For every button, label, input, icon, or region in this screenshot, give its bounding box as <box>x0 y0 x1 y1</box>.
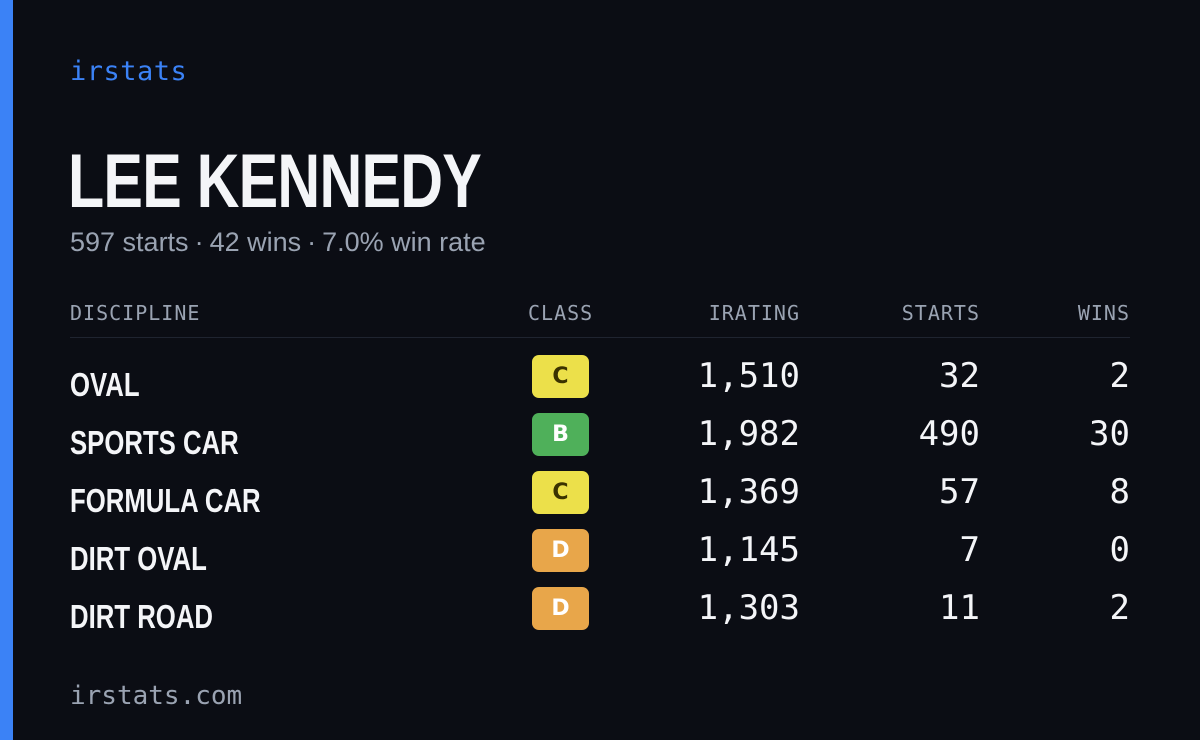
discipline-name: DIRT ROAD <box>70 598 213 635</box>
irating-value: 1,510 <box>697 356 800 396</box>
header-starts: STARTS <box>901 301 980 325</box>
summary-win-rate: 7.0% win rate <box>322 227 486 257</box>
discipline-name: FORMULA CAR <box>70 482 261 519</box>
wins-value: 0 <box>1109 530 1130 570</box>
summary-separator: · <box>194 227 204 257</box>
header-irating: IRATING <box>708 301 800 325</box>
wins-value: 8 <box>1109 472 1130 512</box>
class-badge: C <box>532 355 589 398</box>
brand-logo: irstats <box>70 56 188 87</box>
starts-value: 11 <box>939 588 980 628</box>
class-badge: C <box>532 471 589 514</box>
irating-value: 1,369 <box>697 472 800 512</box>
starts-value: 490 <box>918 414 980 454</box>
irating-value: 1,145 <box>697 530 800 570</box>
class-badge: D <box>532 529 589 572</box>
table-row: DIRT OVAL D 1,145 7 0 <box>70 528 1130 586</box>
footer-url[interactable]: irstats.com <box>70 681 243 711</box>
irating-value: 1,982 <box>697 414 800 454</box>
header-discipline: DISCIPLINE <box>70 301 201 325</box>
discipline-name: OVAL <box>70 366 140 403</box>
table-row: DIRT ROAD D 1,303 11 2 <box>70 586 1130 644</box>
discipline-table: DISCIPLINE CLASS IRATING STARTS WINS OVA… <box>70 295 1130 644</box>
table-row: OVAL C 1,510 32 2 <box>70 354 1130 412</box>
class-badge: B <box>532 413 589 456</box>
discipline-name: DIRT OVAL <box>70 540 207 577</box>
summary-separator: · <box>307 227 317 257</box>
summary-wins: 42 wins <box>209 227 302 257</box>
header-wins: WINS <box>1077 301 1130 325</box>
table-row: FORMULA CAR C 1,369 57 8 <box>70 470 1130 528</box>
summary-starts: 597 starts <box>70 227 189 257</box>
starts-value: 57 <box>939 472 980 512</box>
discipline-name: SPORTS CAR <box>70 424 239 461</box>
wins-value: 2 <box>1109 356 1130 396</box>
starts-value: 7 <box>959 530 980 570</box>
table-body: OVAL C 1,510 32 2 SPORTS CAR B 1,982 490… <box>70 354 1130 644</box>
irating-value: 1,303 <box>697 588 800 628</box>
driver-name: LEE KENNEDY <box>68 139 482 224</box>
table-row: SPORTS CAR B 1,982 490 30 <box>70 412 1130 470</box>
header-class: CLASS <box>528 301 594 325</box>
driver-summary: 597 starts · 42 wins · 7.0% win rate <box>70 227 486 258</box>
starts-value: 32 <box>939 356 980 396</box>
class-badge: D <box>532 587 589 630</box>
wins-value: 2 <box>1109 588 1130 628</box>
wins-value: 30 <box>1089 414 1130 454</box>
table-header: DISCIPLINE CLASS IRATING STARTS WINS <box>70 295 1130 338</box>
accent-bar <box>0 0 13 740</box>
